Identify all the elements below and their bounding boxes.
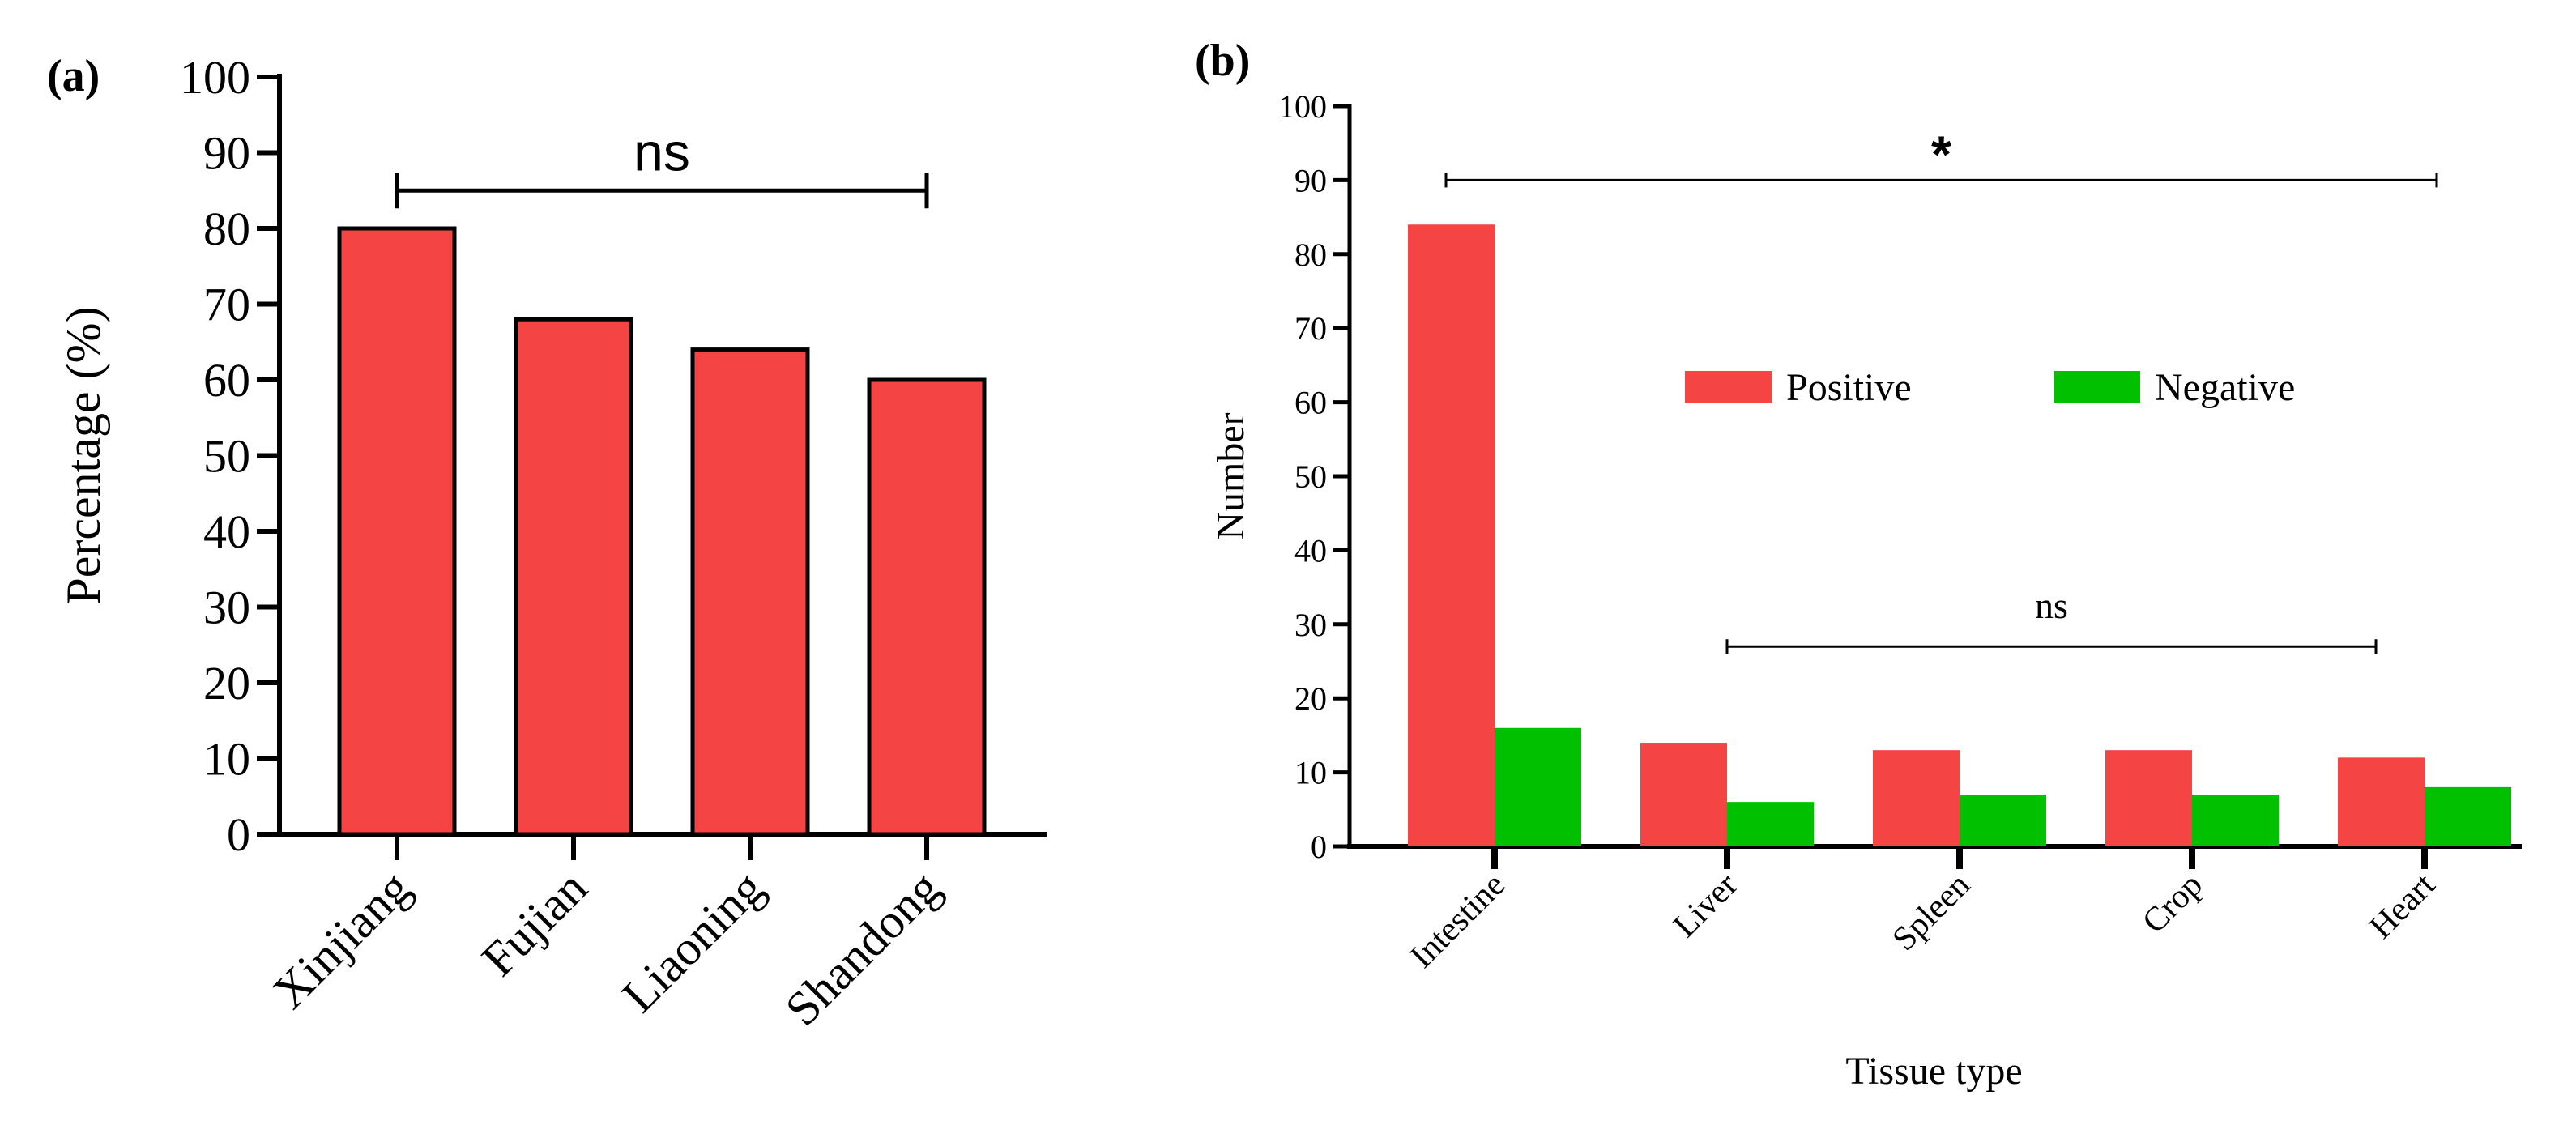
y-tick-label: 100 <box>180 51 250 104</box>
bar-negative <box>1960 795 2046 846</box>
y-tick-label: 20 <box>203 657 250 710</box>
x-axis-label: Tissue type <box>1845 1050 2022 1093</box>
y-tick-label: 90 <box>203 127 250 180</box>
y-tick-label: 50 <box>203 430 250 483</box>
y-tick-label: 60 <box>203 354 250 407</box>
y-tick-label: 50 <box>1294 458 1327 495</box>
bar <box>867 377 987 837</box>
y-tick-label: 40 <box>203 505 250 558</box>
x-tick-label: Spleen <box>1886 867 1977 958</box>
x-tick-label: Intestine <box>1403 867 1512 976</box>
bar-positive <box>1408 224 1495 846</box>
legend-swatch-positive <box>1685 371 1772 403</box>
y-tick-label: 70 <box>1294 310 1327 347</box>
legend-label-negative: Negative <box>2155 366 2295 409</box>
significance-label: * <box>1931 125 1951 183</box>
chart-panel-b: (b) 0 10 20 30 40 50 60 70 80 90 100 Intestine Liver S… <box>1195 36 2522 1093</box>
y-tick-label: 80 <box>1294 237 1327 273</box>
x-tick-label: Fujian <box>471 861 597 987</box>
legend-swatch-negative <box>2054 371 2140 403</box>
panel-label-a: (a) <box>47 51 100 101</box>
panel-label-b: (b) <box>1195 36 1250 86</box>
significance-label: ns <box>633 121 690 181</box>
y-tick-label: 70 <box>203 279 250 331</box>
legend-label-positive: Positive <box>1786 366 1912 409</box>
y-tick-label: 10 <box>1294 755 1327 791</box>
significance-label: ns <box>2035 585 2068 626</box>
y-axis-label: Number <box>1209 412 1252 539</box>
bar-negative <box>1727 802 1814 846</box>
x-tick-label: Liver <box>1666 867 1745 945</box>
y-tick-label: 60 <box>1294 385 1327 421</box>
bar-positive <box>1640 743 1727 846</box>
bar <box>514 317 633 837</box>
bar-negative <box>2425 786 2511 846</box>
bar <box>690 347 810 837</box>
y-tick-label: 10 <box>203 733 250 786</box>
x-tick-label: Crop <box>2135 867 2210 941</box>
bar-negative <box>1495 727 1581 846</box>
bar-positive <box>1873 750 1960 846</box>
bar-negative <box>2192 795 2279 846</box>
bar-positive <box>2338 757 2425 846</box>
y-tick-label: 90 <box>1294 162 1327 198</box>
y-tick-label: 30 <box>1294 607 1327 643</box>
y-tick-label: 20 <box>1294 680 1327 717</box>
y-tick-label: 30 <box>203 582 250 634</box>
x-tick-label: Shandong <box>775 861 950 1036</box>
y-tick-label: 40 <box>1294 532 1327 569</box>
x-tick-label: Xinjiang <box>262 861 420 1019</box>
y-axis-label: Percentage (%) <box>57 306 110 604</box>
bar-positive <box>2105 750 2192 846</box>
chart-panel-a: (a) 0 10 20 30 40 50 60 70 80 90 100 Xinjiang Fujian L… <box>47 51 1047 1036</box>
y-tick-label: 80 <box>203 202 250 255</box>
y-tick-label: 0 <box>1311 829 1327 865</box>
y-tick-label: 0 <box>227 808 250 861</box>
y-tick-label: 100 <box>1278 88 1327 125</box>
x-tick-label: Liaoning <box>612 861 774 1023</box>
bar <box>337 226 457 837</box>
x-tick-label: Heart <box>2363 866 2443 946</box>
